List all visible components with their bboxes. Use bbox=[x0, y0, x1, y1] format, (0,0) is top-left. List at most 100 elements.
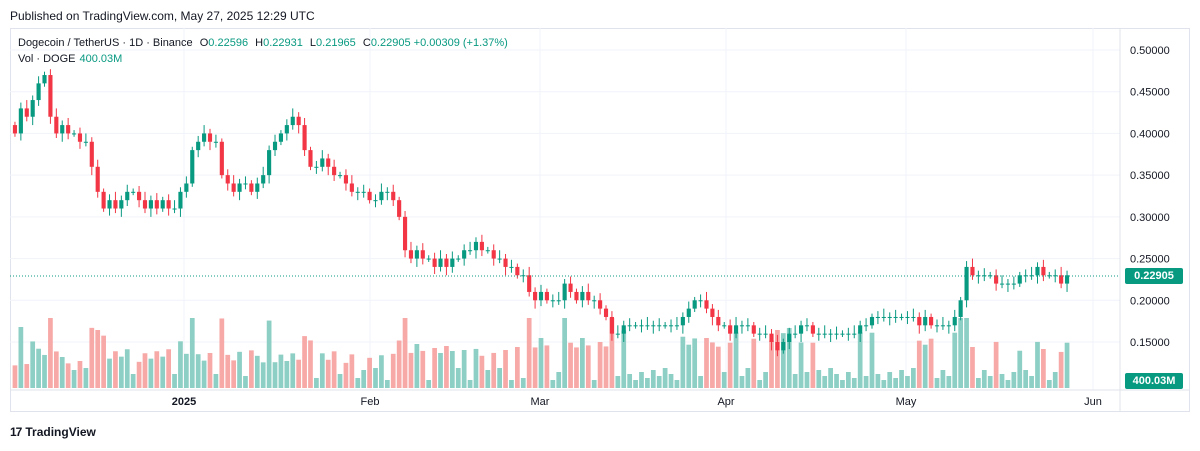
candle-body bbox=[733, 325, 739, 334]
candle-body bbox=[929, 316, 934, 326]
candle-body bbox=[231, 183, 236, 192]
volume-bar bbox=[154, 351, 160, 388]
volume-bar bbox=[615, 376, 621, 388]
volume-bar bbox=[59, 357, 65, 388]
candle-body bbox=[999, 283, 1005, 285]
volume-bar bbox=[556, 372, 562, 388]
volume-bar bbox=[828, 368, 833, 388]
volume-bar bbox=[899, 370, 904, 388]
time-tick-label: May bbox=[896, 396, 917, 408]
candle-body bbox=[722, 325, 727, 327]
volume-bar bbox=[514, 347, 520, 388]
volume-bar bbox=[710, 342, 715, 388]
volume-bar bbox=[148, 358, 154, 388]
volume-bar bbox=[231, 360, 237, 388]
candle-body bbox=[255, 183, 260, 192]
volume-bar bbox=[1017, 350, 1023, 388]
volume-bar bbox=[432, 348, 437, 388]
volume-bar bbox=[1041, 349, 1046, 388]
candle-body bbox=[615, 333, 620, 335]
volume-bar bbox=[396, 340, 402, 388]
candle-body bbox=[976, 275, 981, 277]
volume-bar bbox=[526, 318, 532, 388]
price-axis[interactable]: 0.50000 0.45000 0.40000 0.35000 0.30000 0.250… bbox=[1130, 45, 1170, 349]
volume-bar bbox=[686, 344, 692, 388]
candle-body bbox=[225, 175, 230, 184]
candle-body bbox=[869, 316, 875, 326]
candle-body bbox=[864, 325, 869, 327]
candle-body bbox=[166, 200, 171, 209]
candle-body bbox=[580, 291, 585, 301]
candle-body bbox=[267, 150, 272, 176]
volume-bar bbox=[911, 368, 916, 388]
time-tick-label: Apr bbox=[717, 396, 734, 408]
candle-body bbox=[308, 150, 313, 167]
candle-body bbox=[657, 325, 662, 327]
volume-bar bbox=[727, 342, 733, 388]
candle-body bbox=[332, 166, 337, 176]
candle-body bbox=[609, 316, 614, 334]
candle-body bbox=[858, 325, 863, 334]
volume-bar bbox=[455, 368, 461, 388]
volume-bar bbox=[207, 353, 213, 388]
candle-body bbox=[207, 133, 213, 142]
volume-bar bbox=[840, 380, 845, 388]
volume-bar bbox=[355, 378, 361, 388]
legend-close: 0.22905 bbox=[370, 37, 411, 49]
candle-body bbox=[148, 200, 153, 209]
candle-body bbox=[710, 308, 715, 317]
volume-bar bbox=[12, 365, 18, 388]
volume-label: Vol · DOGE bbox=[18, 53, 76, 65]
candle-body bbox=[1017, 275, 1022, 284]
candle-body bbox=[952, 316, 957, 326]
volume-bar bbox=[124, 349, 130, 388]
candle-body bbox=[704, 300, 709, 309]
candle-body bbox=[988, 275, 993, 277]
footer-brand-text: TradingView bbox=[25, 425, 96, 439]
footer-brand[interactable]: 17 TradingView bbox=[10, 425, 96, 439]
volume-bar bbox=[627, 374, 633, 388]
candle-body bbox=[834, 333, 839, 335]
volume-bar bbox=[367, 357, 372, 388]
last-price-tag: 0.22905 bbox=[1125, 268, 1183, 284]
candle-body bbox=[958, 300, 963, 317]
candle-body bbox=[798, 325, 804, 334]
volume-bar bbox=[981, 370, 987, 388]
volume-bar bbox=[692, 338, 698, 388]
volume-bar bbox=[237, 351, 242, 388]
volume-bar bbox=[485, 370, 491, 388]
volume-bar bbox=[893, 378, 899, 388]
volume-bar bbox=[922, 344, 928, 388]
volume-bar bbox=[444, 346, 449, 388]
volume-bar bbox=[1046, 380, 1052, 388]
candle-body bbox=[468, 250, 473, 252]
candle-body bbox=[533, 291, 538, 301]
candle-body bbox=[131, 191, 136, 193]
candle-body bbox=[982, 275, 987, 277]
legend-high: 0.22931 bbox=[263, 37, 303, 49]
time-axis[interactable]: 2025 Feb Mar Apr May Jun bbox=[172, 396, 1102, 408]
volume-bar bbox=[698, 376, 703, 388]
volume-bar bbox=[130, 374, 136, 388]
volume-bar bbox=[290, 353, 296, 388]
candle-body bbox=[119, 200, 124, 209]
volume-bar bbox=[804, 372, 810, 388]
volume-bar bbox=[172, 374, 177, 388]
candle-body bbox=[1059, 275, 1064, 284]
candle-body bbox=[994, 275, 999, 284]
volume-bar bbox=[645, 378, 650, 388]
volume-bar bbox=[851, 378, 857, 388]
volume-bar bbox=[591, 380, 597, 388]
volume-bar bbox=[757, 380, 763, 388]
price-tick-label: 0.15000 bbox=[1130, 337, 1170, 349]
volume-bar bbox=[810, 342, 816, 388]
volume-bar bbox=[1064, 342, 1070, 388]
volume-bar bbox=[1052, 372, 1058, 388]
candle-body bbox=[1041, 266, 1046, 276]
volume-bar bbox=[958, 318, 964, 388]
candle-body bbox=[527, 275, 532, 292]
candle-body bbox=[668, 325, 674, 327]
volume-bar bbox=[928, 338, 934, 388]
time-tick-label: 2025 bbox=[172, 396, 196, 408]
